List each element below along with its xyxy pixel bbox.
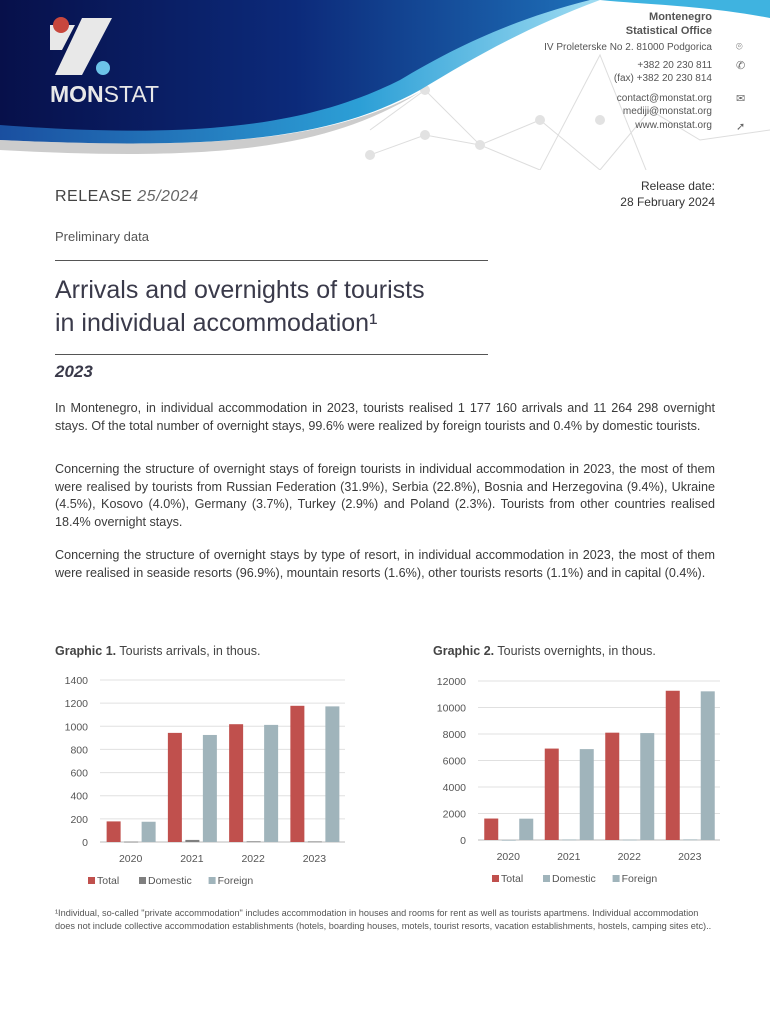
legend-swatch-foreign	[208, 877, 216, 884]
divider	[55, 354, 488, 355]
x-tick-label: 2020	[119, 853, 143, 865]
bar-domestic-2022	[246, 841, 261, 843]
legend-label: Total	[501, 873, 523, 885]
bar-foreign-2021	[579, 749, 594, 840]
bar-domestic-2023	[307, 841, 322, 843]
y-tick-label: 200	[70, 814, 88, 826]
legend-label: Total	[97, 875, 119, 887]
y-tick-label: 1400	[65, 675, 89, 687]
website-link[interactable]: www.monstat.org	[635, 120, 712, 131]
y-tick-label: 6000	[443, 756, 467, 768]
x-tick-label: 2022	[618, 851, 642, 863]
preliminary-label: Preliminary data	[55, 229, 149, 244]
chart-overnights: 0 2000 4000 6000 8000 10000 12000 2020 2021 2022 2…	[437, 676, 720, 885]
cursor-icon: ➚	[736, 121, 746, 133]
legend-swatch-domestic	[139, 877, 146, 884]
monstat-logo: MONSTAT	[50, 17, 159, 107]
y-tick-label: 0	[460, 835, 466, 847]
bar-domestic-2020	[124, 841, 139, 843]
bar-domestic-2021	[562, 839, 577, 841]
legend-label: Domestic	[552, 873, 596, 885]
bar-total-2020	[484, 818, 499, 840]
bar-total-2023	[290, 705, 305, 842]
year-heading: 2023	[55, 362, 93, 381]
chart-arrivals: 0 200 400 600 800 1000 1200 1400 2020 2021 2022 202…	[65, 675, 345, 887]
bar-domestic-2021	[185, 839, 200, 842]
bar-foreign-2020	[141, 821, 156, 842]
bar-foreign-2022	[640, 733, 655, 840]
fax: (fax) +382 20 230 814	[613, 72, 712, 84]
paragraph-resorts: Concerning the structure of overnight st…	[55, 548, 715, 580]
y-tick-label: 600	[70, 768, 88, 780]
x-tick-label: 2021	[180, 853, 204, 865]
y-tick-label: 1200	[65, 698, 89, 710]
legend-swatch-domestic	[543, 875, 550, 882]
legend-swatch-foreign	[612, 875, 620, 882]
bar-foreign-2022	[264, 724, 279, 842]
bar-foreign-2023	[700, 691, 715, 840]
bar-foreign-2023	[325, 706, 340, 842]
legend-label: Foreign	[622, 873, 658, 885]
y-tick-label: 0	[82, 837, 88, 849]
location-pin-icon: ⌾	[736, 41, 743, 53]
bar-total-2022	[229, 724, 244, 842]
email-contact[interactable]: contact@monstat.org	[616, 93, 712, 104]
divider	[55, 260, 488, 261]
y-tick-label: 10000	[437, 703, 466, 715]
page-header: MONSTAT Montenegro Statistical Office IV…	[0, 0, 770, 181]
email-media[interactable]: mediji@monstat.org	[622, 105, 712, 117]
legend-swatch-total	[88, 877, 95, 884]
bar-foreign-2020	[519, 818, 534, 840]
y-tick-label: 4000	[443, 782, 467, 794]
header-banner: MONSTAT	[0, 0, 770, 181]
legend-label: Domestic	[148, 875, 192, 887]
phone-icon: ✆	[736, 60, 746, 72]
address: IV Proleterske No 2. 81000 Podgorica	[544, 42, 712, 53]
bar-total-2021	[544, 748, 559, 840]
bar-domestic-2023	[683, 839, 698, 841]
y-tick-label: 1000	[65, 721, 89, 733]
chart2-title: Graphic 2. Tourists overnights, in thous…	[433, 644, 656, 658]
bar-domestic-2022	[622, 839, 637, 841]
x-tick-label: 2023	[678, 851, 702, 863]
org-name-2: Statistical Office	[625, 25, 712, 37]
phone: +382 20 230 811	[637, 60, 712, 71]
envelope-icon: ✉	[736, 93, 746, 105]
y-tick-label: 8000	[443, 729, 467, 741]
x-tick-label: 2021	[557, 851, 581, 863]
legend-label: Foreign	[218, 875, 254, 887]
chart1-title: Graphic 1. Tourists arrivals, in thous.	[55, 644, 261, 658]
bar-foreign-2021	[202, 734, 217, 842]
paragraph-summary: In Montenegro, in individual accommodati…	[55, 401, 715, 433]
bar-total-2021	[167, 732, 182, 842]
bar-domestic-2020	[501, 839, 516, 841]
logo-text: MONSTAT	[50, 81, 159, 107]
y-tick-label: 2000	[443, 809, 467, 821]
org-name-1: Montenegro	[649, 11, 712, 23]
x-tick-label: 2023	[303, 853, 327, 865]
y-tick-label: 800	[70, 744, 88, 756]
bar-total-2020	[106, 821, 121, 842]
x-tick-label: 2022	[241, 853, 265, 865]
bar-total-2023	[665, 690, 680, 840]
release-number: RELEASE 25/2024	[55, 188, 199, 205]
x-tick-label: 2020	[497, 851, 521, 863]
page-title: Arrivals and overnights of tourists in in…	[55, 276, 425, 337]
y-tick-label: 12000	[437, 676, 466, 688]
paragraph-countries: Concerning the structure of overnight st…	[55, 462, 715, 529]
legend-swatch-total	[492, 875, 499, 882]
bar-total-2022	[605, 732, 620, 840]
footnote: ¹Individual, so-called "private accommod…	[55, 908, 712, 931]
y-tick-label: 400	[70, 791, 88, 803]
release-date: Release date: 28 February 2024	[620, 179, 715, 209]
